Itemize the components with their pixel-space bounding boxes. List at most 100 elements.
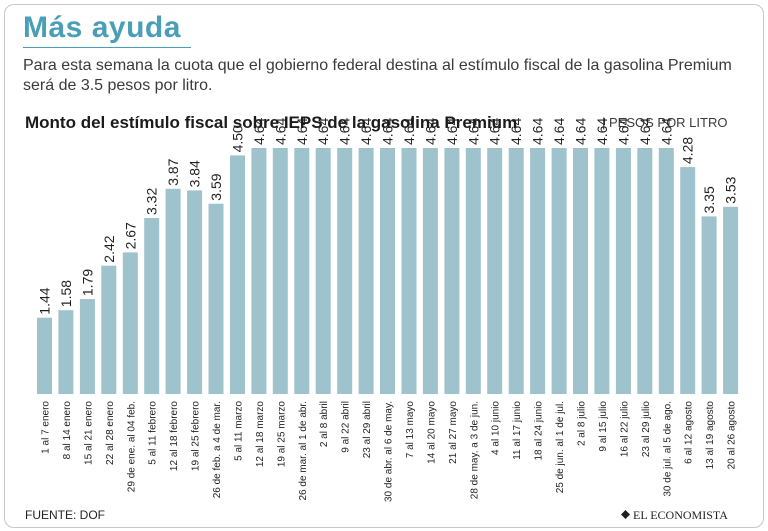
category-label-1: 1 al 7 enero [41, 401, 52, 454]
category-label-2: 8 al 14 enero [62, 401, 73, 460]
bar-13 [294, 148, 310, 394]
bar-2 [58, 310, 74, 394]
category-label-20: 21 al 27 mayo [448, 401, 459, 464]
value-label-27: 4.64 [594, 118, 610, 145]
category-label-21: 28 de may. a 3 de jun. [469, 401, 480, 499]
value-label-2: 1.58 [58, 280, 74, 307]
value-label-26: 4.64 [573, 118, 589, 145]
brand-logo-text: EL ECONOMISTA [633, 508, 728, 522]
value-label-11: 4.64 [251, 118, 267, 145]
title-underline [23, 47, 191, 48]
value-label-group: 1.44 1.58 1.79 2.42 2.67 3.32 3.87 3.84 3.59 4.50… [37, 118, 739, 315]
category-label-25: 25 de jun. al 1 de jul. [555, 401, 566, 493]
category-label-16: 23 al 29 abril [362, 401, 373, 458]
value-label-28: 4.64 [615, 118, 631, 145]
category-label-7: 12 al 18 febrero [169, 401, 180, 471]
category-label-22: 4 al 10 junio [491, 401, 502, 455]
bar-14 [315, 148, 331, 394]
infographic-title: Más ayuda [23, 11, 181, 44]
bar-4 [101, 265, 117, 394]
bar-11 [251, 148, 267, 394]
bar-10 [230, 155, 245, 394]
brand-logo-icon [621, 510, 630, 519]
bar-18 [401, 148, 417, 394]
bar-23 [508, 148, 524, 394]
value-label-10: 4.50 [230, 125, 246, 152]
category-label-9: 26 de feb. a 4 de mar. [212, 401, 223, 498]
infographic-frame: Más ayuda Para esta semana la cuota que … [4, 4, 764, 528]
value-label-16: 4.64 [358, 118, 374, 145]
bar-24 [530, 148, 546, 394]
bar-5 [122, 252, 138, 394]
category-label-26: 2 al 8 julio [577, 401, 588, 446]
category-label-6: 5 al 11 febrero [148, 401, 159, 465]
value-label-30: 4.64 [658, 118, 674, 145]
bar-3 [79, 299, 95, 394]
value-label-4: 2.42 [101, 235, 117, 262]
chart-unit-label: | PESOS POR LITRO [602, 115, 728, 130]
bar-16 [358, 148, 374, 394]
infographic-subtitle: Para esta semana la cuota que el gobiern… [23, 57, 732, 94]
value-label-1: 1.44 [37, 287, 53, 314]
value-label-19: 4.64 [422, 118, 438, 145]
value-label-20: 4.64 [444, 118, 460, 145]
bar-8 [187, 190, 203, 394]
category-label-10: 5 al 11 marzo [234, 401, 245, 461]
value-label-23: 4.64 [508, 118, 524, 145]
value-label-25: 4.64 [551, 118, 567, 145]
bar-28 [615, 148, 631, 394]
value-label-15: 4.64 [337, 118, 353, 145]
bar-17 [380, 148, 395, 394]
bar-20 [444, 148, 460, 394]
value-label-6: 3.32 [144, 188, 160, 215]
category-label-group: 1 al 7 enero 8 al 14 enero 15 al 21 enero 2… [41, 401, 738, 502]
bar-22 [487, 148, 503, 394]
category-label-32: 13 al 19 agosto [705, 401, 716, 470]
category-label-23: 11 al 17 junio [512, 401, 523, 460]
bar-30 [658, 148, 674, 394]
category-label-28: 16 al 22 julio [619, 401, 630, 458]
category-label-14: 2 al 8 abril [319, 401, 330, 447]
value-label-32: 3.35 [701, 186, 717, 213]
value-label-14: 4.64 [315, 118, 331, 145]
bar-9 [208, 203, 224, 394]
value-label-3: 1.79 [79, 269, 95, 296]
category-label-17: 30 de abr. al 6 de may. [384, 401, 395, 502]
value-label-12: 4.64 [272, 118, 288, 145]
category-label-27: 9 al 15 julio [598, 401, 609, 452]
value-label-7: 3.87 [165, 158, 181, 185]
bar-27 [594, 148, 610, 394]
value-label-21: 4.64 [465, 118, 481, 145]
value-label-17: 4.64 [380, 118, 396, 145]
category-label-13: 26 de mar. al 1 de abr. [298, 401, 309, 501]
category-label-3: 15 al 21 enero [83, 401, 94, 465]
category-label-18: 7 al 13 mayo [405, 401, 416, 459]
category-label-19: 14 al 20 mayo [426, 401, 437, 464]
value-label-31: 4.28 [680, 137, 696, 164]
bar-7 [165, 188, 181, 394]
category-label-4: 22 al 28 enero [105, 401, 116, 465]
bar-29 [637, 148, 653, 394]
chart-title: Monto del estímulo fiscal sobre IEPS de … [25, 113, 518, 132]
bar-32 [701, 216, 717, 394]
value-label-33: 3.53 [723, 176, 739, 203]
bar-31 [680, 167, 696, 394]
category-label-33: 20 al 26 agosto [727, 401, 738, 470]
bar-12 [272, 148, 288, 394]
bar-25 [551, 148, 567, 394]
category-label-24: 18 al 24 junio [534, 401, 545, 461]
category-label-11: 12 al 18 marzo [255, 401, 266, 468]
bar-21 [465, 148, 481, 394]
value-label-13: 4.64 [294, 118, 310, 145]
value-label-5: 2.67 [122, 222, 138, 249]
category-label-12: 19 al 25 marzo [276, 401, 287, 468]
bar-33 [723, 206, 739, 394]
bar-1 [37, 317, 52, 394]
bar-26 [573, 148, 588, 394]
bar-19 [422, 148, 438, 394]
bar-group [37, 148, 739, 394]
bar-6 [144, 218, 160, 394]
value-label-8: 3.84 [187, 160, 203, 187]
category-label-15: 9 al 22 abril [341, 401, 352, 453]
value-label-9: 3.59 [208, 173, 224, 200]
